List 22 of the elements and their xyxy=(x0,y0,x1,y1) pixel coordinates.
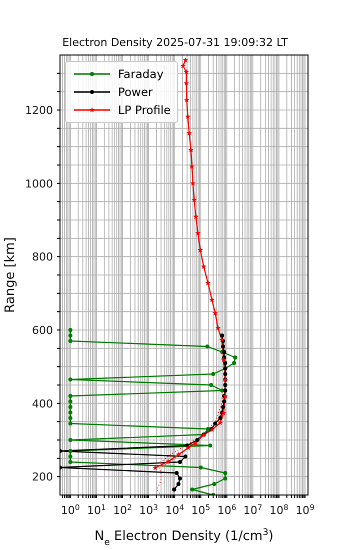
y-tick-label: 400 xyxy=(32,397,53,410)
legend-label: LP Profile xyxy=(118,103,171,117)
x-tick-label: 10$^{2}$ xyxy=(113,502,132,517)
y-tick-label: 200 xyxy=(32,470,53,484)
y-tick-label: 600 xyxy=(32,324,53,337)
x-tick-label: 10$^{1}$ xyxy=(86,502,106,517)
y-axis-title: Range [km] xyxy=(3,237,18,313)
chart-title: Electron Density 2025-07-31 19:09:32 LT xyxy=(61,36,289,49)
x-tick-label: 10$^{5}$ xyxy=(191,502,210,517)
x-axis-title: N$_{e}$ Electron Density (1/cm$^{3}$) xyxy=(94,528,274,548)
x-tick-label: 10$^{4}$ xyxy=(165,502,184,517)
y-tick-label: 1000 xyxy=(25,177,53,190)
y-tick-label: 800 xyxy=(32,250,53,264)
x-tick-label: 10$^{9}$ xyxy=(296,502,315,517)
y-tick-label: 1200 xyxy=(25,104,53,117)
x-tick-label: 10$^{3}$ xyxy=(139,502,158,517)
legend-label: Power xyxy=(118,85,153,99)
x-tick-label: 10$^{8}$ xyxy=(270,502,289,517)
x-tick-label: 10$^{6}$ xyxy=(217,502,236,517)
legend-label: Faraday xyxy=(118,67,164,81)
x-tick-label: 10$^{0}$ xyxy=(60,502,80,517)
x-tick-label: 10$^{7}$ xyxy=(243,502,262,517)
